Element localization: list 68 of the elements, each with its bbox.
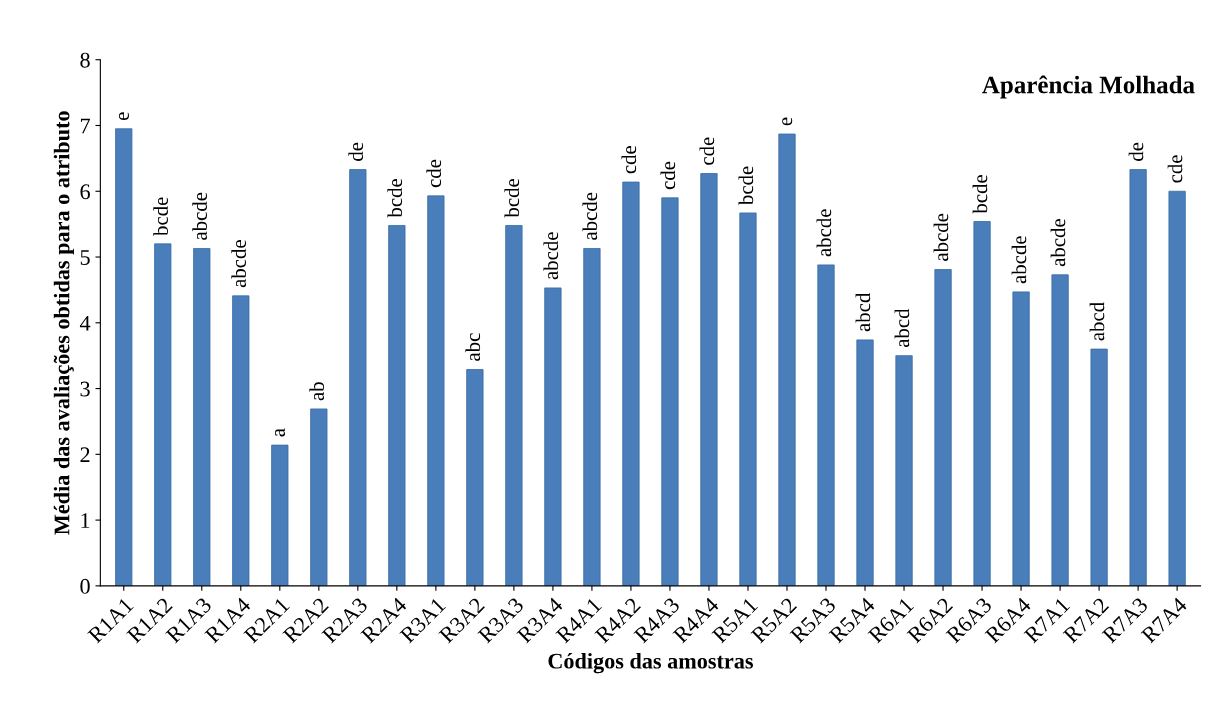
bar — [1012, 291, 1030, 586]
data-label: abcd — [894, 308, 910, 348]
bar — [271, 444, 289, 586]
bar — [1168, 190, 1186, 586]
y-tick-label: 2 — [80, 447, 90, 463]
data-label: bcde — [972, 175, 988, 214]
bar — [661, 197, 679, 586]
bar — [427, 195, 445, 586]
bar — [739, 212, 757, 586]
data-label: a — [275, 428, 286, 437]
y-tick-label: 1 — [81, 513, 90, 528]
bar — [895, 355, 913, 586]
bar — [1051, 274, 1069, 586]
y-tick-label: 5 — [80, 250, 90, 265]
data-label: bcde — [738, 166, 754, 206]
data-label: cde — [1167, 155, 1183, 183]
bar — [1129, 169, 1147, 586]
data-label: bcde — [387, 178, 403, 218]
bar — [310, 408, 328, 586]
data-label: de — [1128, 142, 1144, 161]
data-label: abc — [465, 333, 481, 361]
bar — [856, 339, 874, 586]
bar — [193, 248, 211, 586]
x-axis-title: Códigos das amostras — [548, 652, 753, 674]
data-label: abcd — [1089, 302, 1105, 341]
bar — [700, 173, 718, 586]
y-tick-label: 6 — [80, 184, 90, 200]
bar — [934, 269, 952, 586]
data-label: ab — [309, 382, 325, 401]
data-label: de — [348, 142, 364, 161]
y-tick-label: 0 — [80, 578, 90, 594]
y-tick-label: 3 — [80, 381, 90, 397]
data-label: abcde — [1050, 219, 1066, 267]
y-tick-label: 8 — [80, 52, 90, 68]
bar — [1090, 348, 1108, 586]
y-tick-label: 7 — [80, 118, 90, 134]
bar — [622, 181, 640, 586]
data-label: abcde — [933, 213, 949, 261]
bar — [973, 221, 991, 586]
bar — [349, 169, 367, 586]
bar — [817, 264, 835, 586]
bar — [505, 225, 523, 586]
bar — [115, 128, 133, 586]
data-label: abcde — [816, 209, 832, 257]
data-label: e — [118, 112, 129, 121]
data-label: abcde — [582, 192, 598, 240]
data-label: cde — [621, 145, 637, 174]
bar — [466, 369, 484, 586]
data-label: bcde — [504, 178, 520, 218]
data-label: cde — [699, 137, 715, 165]
data-label: abcde — [1011, 236, 1027, 284]
bar — [154, 243, 172, 586]
bar — [388, 225, 406, 586]
bar — [544, 287, 562, 586]
y-axis-title: Média das avaliações obtidas para o atributo — [53, 111, 74, 535]
y-tick-label: 4 — [79, 315, 91, 331]
data-label: cde — [426, 159, 442, 188]
data-label: abcde — [231, 240, 247, 288]
bar — [778, 133, 796, 586]
data-label: abcd — [855, 292, 871, 332]
data-label: abcde — [543, 232, 559, 280]
data-label: cde — [660, 161, 676, 190]
bar — [583, 248, 601, 586]
bar — [232, 295, 250, 586]
text: Aparência Molhada — [982, 75, 1195, 99]
data-label: e — [782, 117, 793, 126]
data-label: bcde — [153, 197, 168, 236]
data-label: abcde — [192, 192, 207, 240]
